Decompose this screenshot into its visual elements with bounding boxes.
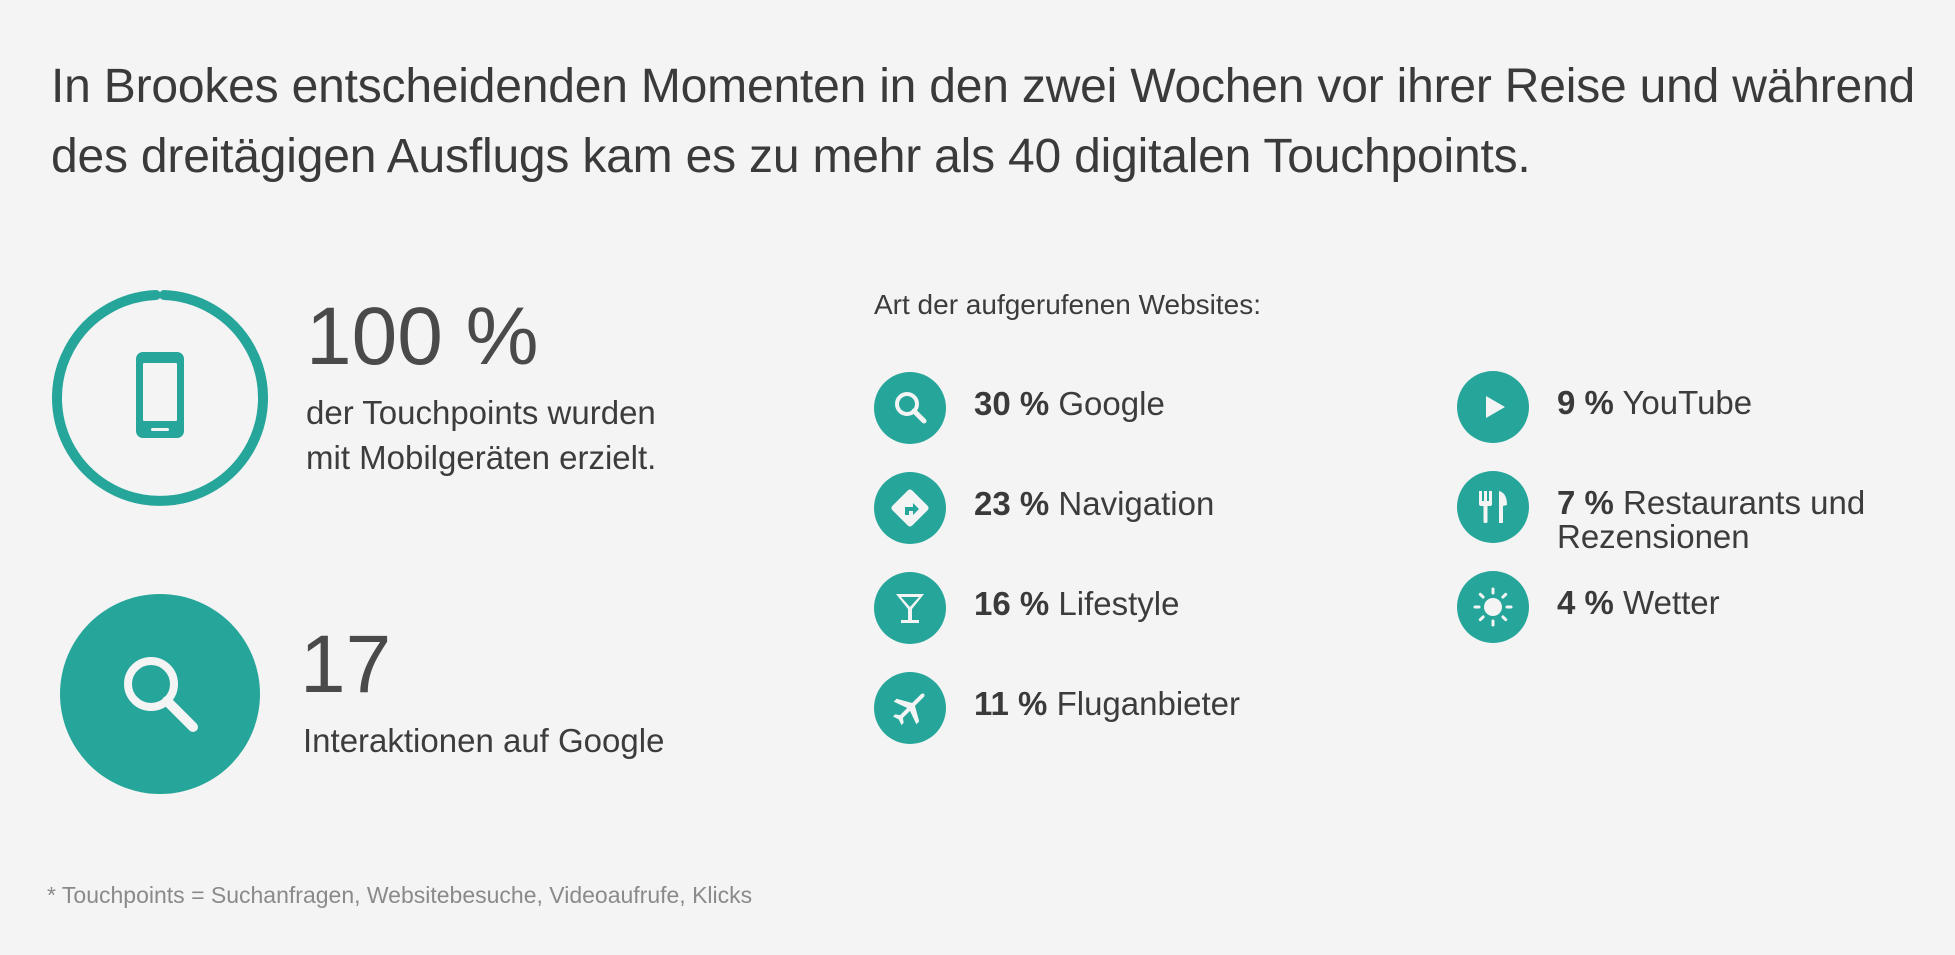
- directions-icon: [891, 489, 929, 527]
- site-label: Google: [1058, 385, 1165, 422]
- site-item-text: 11 % Fluganbieter: [974, 687, 1240, 721]
- site-pct: 30 %: [974, 385, 1050, 422]
- google-search-circle: [60, 594, 260, 794]
- site-pct: 4 %: [1557, 584, 1614, 621]
- headline: In Brookes entscheidenden Momenten in de…: [51, 52, 1916, 192]
- google-stat-description: Interaktionen auf Google: [303, 722, 665, 759]
- site-item-text: 7 % Restaurants und Rezensionen: [1557, 486, 1865, 554]
- mobile-desc-line-2: mit Mobilgeräten erzielt.: [306, 439, 657, 476]
- websites-title: Art der aufgerufenen Websites:: [874, 289, 1262, 320]
- site-label-line-2: Rezensionen: [1557, 518, 1750, 555]
- site-item-text: 4 % Wetter: [1557, 586, 1720, 620]
- ring-icon: [52, 290, 268, 506]
- site-item-text: 23 % Navigation: [974, 487, 1214, 521]
- site-icon-circle: [874, 572, 946, 644]
- site-pct: 7 %: [1557, 484, 1614, 521]
- site-label: Navigation: [1058, 485, 1215, 522]
- search-icon: [895, 392, 927, 424]
- search-icon: [124, 657, 198, 732]
- mobile-ring: [52, 290, 268, 506]
- site-pct: 11 %: [974, 685, 1048, 722]
- site-icon-circle: [874, 672, 946, 744]
- site-icon-circle: [1457, 571, 1529, 643]
- site-label: Restaurants und: [1623, 484, 1866, 521]
- smartphone-icon: [136, 352, 184, 438]
- footnote: * Touchpoints = Suchanfragen, Websitebes…: [47, 882, 753, 908]
- play-icon: [1486, 396, 1505, 418]
- headline-line-2: des dreitägigen Ausflugs kam es zu mehr …: [51, 130, 1531, 183]
- site-label: YouTube: [1622, 384, 1753, 421]
- mobile-desc-line-1: der Touchpoints wurden: [306, 394, 656, 431]
- site-pct: 16 %: [974, 585, 1050, 622]
- site-icon-circle: [874, 472, 946, 544]
- airplane-icon: [893, 693, 925, 725]
- google-stat-value: 17: [300, 619, 392, 710]
- site-item-text: 16 % Lifestyle: [974, 587, 1179, 621]
- site-label: Wetter: [1623, 584, 1720, 621]
- site-pct: 9 %: [1557, 384, 1614, 421]
- site-icon-circle: [1457, 471, 1529, 543]
- site-pct: 23 %: [974, 485, 1050, 522]
- site-item-text: 30 % Google: [974, 387, 1165, 421]
- headline-line-1: In Brookes entscheidenden Momenten in de…: [51, 60, 1916, 113]
- mobile-stat-value: 100 %: [306, 291, 539, 382]
- site-label: Fluganbieter: [1056, 685, 1241, 722]
- site-label: Lifestyle: [1058, 585, 1180, 622]
- cocktail-icon: [896, 594, 924, 623]
- mobile-stat-description: der Touchpoints wurden mit Mobilgeräten …: [306, 390, 656, 480]
- restaurant-icon: [1479, 491, 1507, 523]
- site-item-text: 9 % YouTube: [1557, 386, 1752, 420]
- site-icon-circle: [1457, 371, 1529, 443]
- sun-icon: [1473, 587, 1513, 627]
- site-icon-circle: [874, 372, 946, 444]
